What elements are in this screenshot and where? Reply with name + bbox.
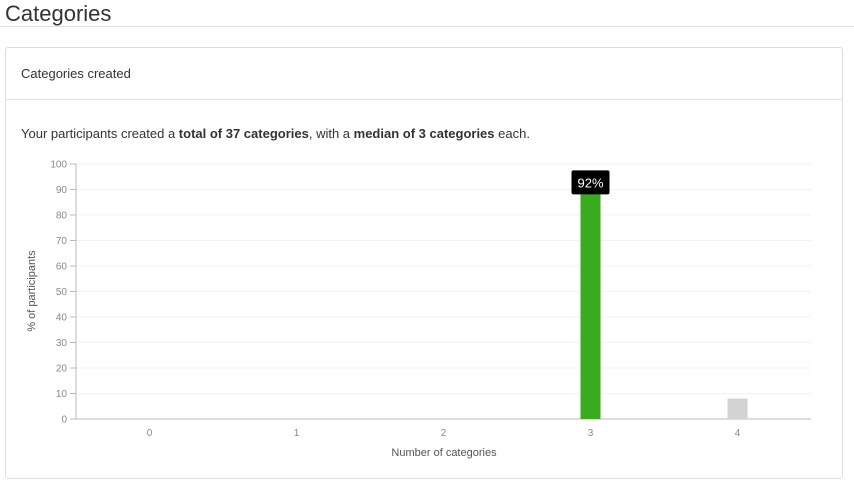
page-title: Categories xyxy=(5,1,112,26)
y-tick-label: 90 xyxy=(56,185,68,196)
bar-tooltip: 92% xyxy=(571,170,610,195)
y-tick-label: 10 xyxy=(56,389,68,400)
y-tick-label: 30 xyxy=(56,338,68,349)
summary-suffix: each. xyxy=(494,126,530,141)
bar-category-4[interactable] xyxy=(727,398,748,419)
summary-text: Your participants created a total of 37 … xyxy=(21,126,530,141)
x-tick-label: 2 xyxy=(441,428,447,439)
y-tick-label: 100 xyxy=(50,160,67,171)
y-tick-label: 40 xyxy=(56,313,68,324)
summary-median: median of 3 categories xyxy=(353,126,495,141)
y-tick-label: 20 xyxy=(56,364,68,375)
bars xyxy=(580,184,748,419)
title-divider xyxy=(0,26,854,27)
tooltip-box xyxy=(571,170,610,195)
card-header: Categories created xyxy=(6,48,842,100)
x-tick-label: 4 xyxy=(735,428,741,439)
card-title: Categories created xyxy=(21,66,131,81)
x-tick-label: 0 xyxy=(147,428,153,439)
summary-total: total of 37 categories xyxy=(178,126,309,141)
summary-middle: , with a xyxy=(308,126,354,141)
y-axis-title: % of participants xyxy=(26,250,38,332)
y-tick-label: 50 xyxy=(56,287,68,298)
y-tick-label: 80 xyxy=(56,211,68,222)
y-tick-labels: 0 10 20 30 40 50 60 70 80 90 100 xyxy=(50,160,76,426)
y-tick-label: 0 xyxy=(61,415,67,426)
bar-category-3[interactable] xyxy=(580,184,601,419)
x-axis-title: Number of categories xyxy=(391,447,497,459)
x-tick-label: 1 xyxy=(294,428,300,439)
x-tick-label: 3 xyxy=(588,428,594,439)
categories-card: Categories created Your participants cre… xyxy=(5,47,843,479)
summary-prefix: Your participants created a xyxy=(21,126,179,141)
y-tick-label: 60 xyxy=(56,262,68,273)
y-tick-label: 70 xyxy=(56,236,68,247)
grid-lines xyxy=(76,163,811,394)
x-tick-labels: 0 1 2 3 4 xyxy=(147,428,741,439)
tooltip-label: 92% xyxy=(577,175,603,190)
